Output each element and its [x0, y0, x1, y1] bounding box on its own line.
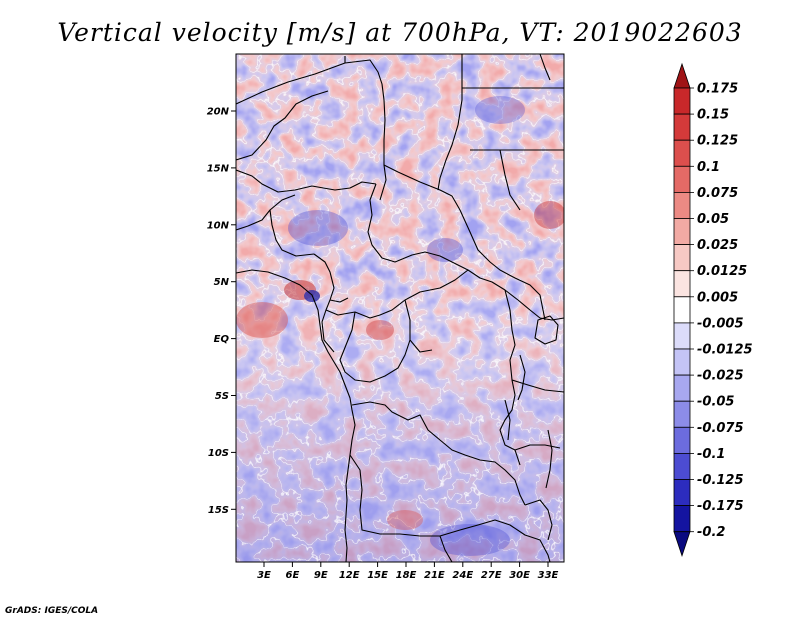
colorbar-label: 0.175 — [697, 82, 738, 97]
map-title: Vertical velocity [m/s] at 700hPa, VT: 2… — [57, 18, 742, 47]
colorbar-label: 0.05 — [697, 212, 729, 227]
colorbar-label: 0.005 — [697, 290, 738, 305]
lon-tick-label: 6E — [286, 570, 300, 581]
colorbar-swatch — [673, 322, 691, 350]
lon-tick-label: 18E — [396, 570, 417, 581]
colorbar: 0.175 0.15 0.125 0.1 0.075 0.05 0.025 0.0125 0.0… — [673, 62, 753, 557]
lat-tick-label: 5N — [214, 277, 230, 288]
colorbar-max-triangle — [673, 62, 691, 89]
lat-tick-label: 20N — [207, 107, 230, 118]
map-panel — [236, 54, 564, 562]
colorbar-label: -0.125 — [697, 473, 744, 488]
colorbar-label: -0.025 — [697, 369, 744, 384]
colorbar-label: -0.05 — [697, 395, 734, 410]
colorbar-label: -0.2 — [697, 525, 725, 540]
colorbar-label: -0.075 — [697, 421, 744, 436]
colorbar-swatch — [673, 165, 691, 193]
colorbar-label: 0.125 — [697, 134, 738, 149]
colorbar-label: -0.005 — [697, 316, 744, 331]
colorbar-swatch — [673, 426, 691, 454]
grads-credit: GrADS: IGES/COLA — [5, 606, 98, 616]
lon-tick-label: 12E — [339, 570, 360, 581]
colorbar-label: 0.075 — [697, 186, 738, 201]
colorbar-swatch — [673, 218, 691, 246]
lat-tick-label: 10N — [207, 220, 230, 231]
colorbar-label: 0.15 — [697, 108, 729, 123]
colorbar-label: -0.175 — [697, 499, 744, 514]
lat-tick-label: 5S — [215, 391, 229, 402]
lon-tick-label: 15E — [367, 570, 388, 581]
strong-convection-patches — [236, 96, 564, 556]
longitude-axis: 3E 6E 9E 12E 15E 18E 21E 24E 27E 30E 33E — [257, 562, 559, 581]
colorbar-min-triangle — [673, 531, 691, 557]
country-borders — [236, 54, 564, 562]
colorbar-label: -0.0125 — [697, 343, 753, 358]
colorbar-swatch — [673, 452, 691, 480]
lat-tick-label: 15N — [207, 163, 230, 174]
colorbar-swatch — [673, 87, 691, 115]
colorbar-swatch — [673, 139, 691, 167]
colorbar-swatch — [673, 505, 691, 533]
lon-tick-label: 33E — [538, 570, 559, 581]
colorbar-swatch — [673, 191, 691, 219]
lon-tick-label: 3E — [257, 570, 271, 581]
contour-lines — [236, 54, 564, 562]
lon-tick-label: 30E — [509, 570, 530, 581]
lon-tick-label: 24E — [452, 570, 473, 581]
lat-tick-label: 10S — [208, 448, 229, 459]
colorbar-swatch — [673, 296, 691, 324]
colorbar-swatch — [673, 479, 691, 507]
latitude-axis: 20N 15N 10N 5N EQ 5S 10S 15S — [207, 107, 236, 516]
colorbar-swatch — [673, 400, 691, 428]
lon-tick-label: 27E — [481, 570, 502, 581]
lon-tick-label: 21E — [424, 570, 445, 581]
colorbar-swatch — [673, 348, 691, 376]
colorbar-label: 0.025 — [697, 238, 738, 253]
colorbar-swatch — [673, 113, 691, 141]
lat-tick-label: EQ — [214, 334, 230, 345]
colorbar-swatch — [673, 244, 691, 272]
colorbar-label: 0.1 — [697, 160, 720, 175]
lat-tick-label: 15S — [208, 505, 229, 516]
lon-tick-label: 9E — [314, 570, 328, 581]
colorbar-swatch — [673, 374, 691, 402]
colorbar-label: -0.1 — [697, 447, 725, 462]
colorbar-swatch — [673, 270, 691, 298]
colorbar-label: 0.0125 — [697, 264, 747, 279]
map-frame — [235, 53, 565, 563]
